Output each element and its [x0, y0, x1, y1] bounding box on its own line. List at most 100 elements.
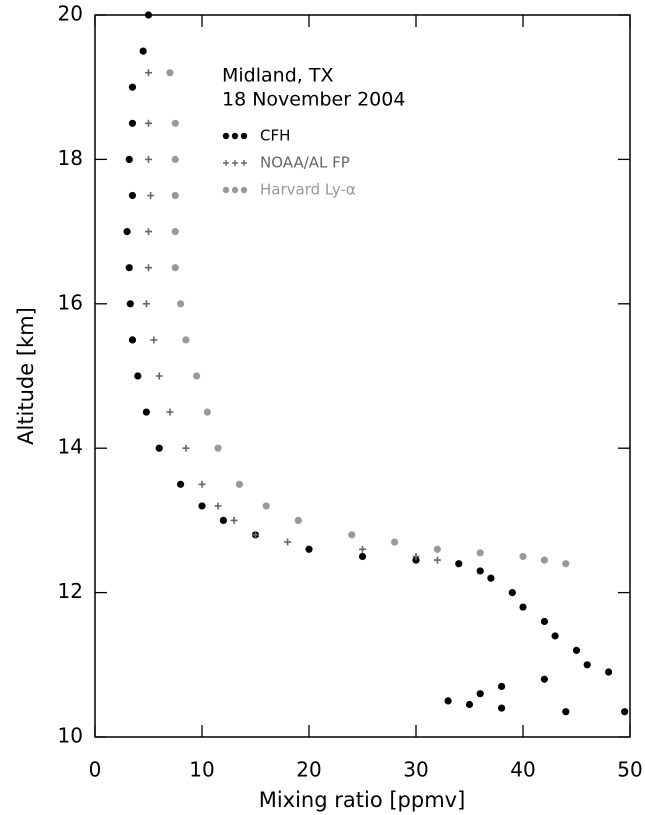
point	[487, 574, 495, 582]
point	[519, 603, 527, 611]
point	[128, 191, 137, 200]
y-tick-label: 16	[58, 290, 83, 314]
point-shape	[145, 155, 152, 163]
point	[444, 697, 452, 705]
x-tick-label: 0	[89, 758, 102, 782]
point	[171, 191, 179, 200]
point	[128, 336, 137, 344]
legend-label: NOAA/AL FP	[260, 154, 350, 172]
point	[125, 155, 133, 163]
legend-marker	[240, 132, 248, 140]
point	[145, 119, 152, 127]
legend-entry: CFH	[222, 127, 290, 145]
point	[583, 661, 591, 669]
point	[150, 336, 158, 344]
point	[198, 502, 206, 510]
point	[391, 538, 399, 546]
point-shape	[150, 336, 158, 344]
point	[358, 552, 367, 561]
point	[498, 682, 506, 691]
x-tick-label: 20	[296, 758, 321, 782]
point	[540, 675, 549, 683]
point	[359, 545, 366, 553]
point-shape	[198, 480, 206, 488]
point	[262, 502, 270, 510]
y-axis-label: Altitude [km]	[14, 307, 38, 445]
annotation: Midland, TX	[222, 65, 333, 87]
point	[147, 192, 155, 199]
point-shape	[182, 444, 190, 452]
point	[508, 589, 516, 597]
point	[465, 700, 474, 709]
legend-marker	[240, 186, 248, 194]
point	[235, 480, 244, 488]
point	[476, 690, 484, 698]
point-shape	[145, 119, 152, 127]
point	[171, 264, 179, 272]
legend-label: CFH	[260, 127, 290, 145]
point	[294, 516, 302, 525]
point	[605, 668, 613, 676]
legend-marker	[222, 132, 230, 140]
point	[476, 567, 484, 575]
point	[562, 560, 570, 568]
y-tick-label: 14	[58, 435, 83, 459]
point-shape	[284, 538, 292, 546]
point	[139, 47, 147, 55]
point	[540, 617, 549, 626]
point	[128, 83, 137, 91]
point	[252, 531, 259, 539]
point	[551, 632, 559, 640]
point-shape	[155, 372, 163, 380]
point	[203, 408, 211, 416]
point	[145, 228, 152, 236]
point-shape	[359, 545, 366, 553]
point	[219, 516, 227, 525]
plot-frame	[94, 14, 631, 738]
x-tick-label: 30	[403, 758, 428, 782]
y-tick-label: 10	[58, 724, 83, 748]
legend-marker	[231, 132, 239, 140]
point-shape	[142, 300, 150, 308]
point	[433, 556, 441, 564]
point	[519, 552, 527, 561]
x-tick-label: 10	[189, 758, 214, 782]
point	[142, 408, 150, 416]
point	[166, 69, 174, 77]
legend-marker	[241, 160, 247, 166]
point	[182, 336, 190, 344]
point	[214, 444, 222, 452]
y-tick-label: 18	[58, 146, 83, 170]
point-shape	[145, 69, 152, 77]
point	[166, 408, 174, 416]
point	[348, 531, 356, 539]
legend-marker	[222, 186, 230, 194]
legend-marker	[232, 160, 238, 166]
point-shape	[252, 531, 259, 539]
point	[145, 264, 152, 272]
point	[128, 119, 137, 127]
point	[155, 372, 163, 380]
point-shape	[147, 192, 155, 199]
point	[214, 502, 222, 510]
legend-marker	[231, 186, 239, 194]
point-shape	[166, 408, 174, 416]
point	[621, 708, 629, 716]
point	[142, 300, 150, 308]
point	[155, 444, 163, 452]
point	[455, 560, 463, 568]
y-tick-label: 20	[58, 2, 83, 26]
annotation: 18 November 2004	[222, 89, 405, 111]
point	[412, 556, 420, 564]
point	[412, 553, 420, 560]
point	[230, 516, 238, 524]
point	[171, 228, 179, 236]
x-axis-label: Mixing ratio [ppmv]	[259, 788, 466, 812]
point	[476, 549, 484, 557]
point	[125, 264, 133, 272]
point	[134, 372, 142, 380]
point	[126, 300, 134, 308]
point	[193, 372, 201, 380]
point	[145, 69, 152, 77]
